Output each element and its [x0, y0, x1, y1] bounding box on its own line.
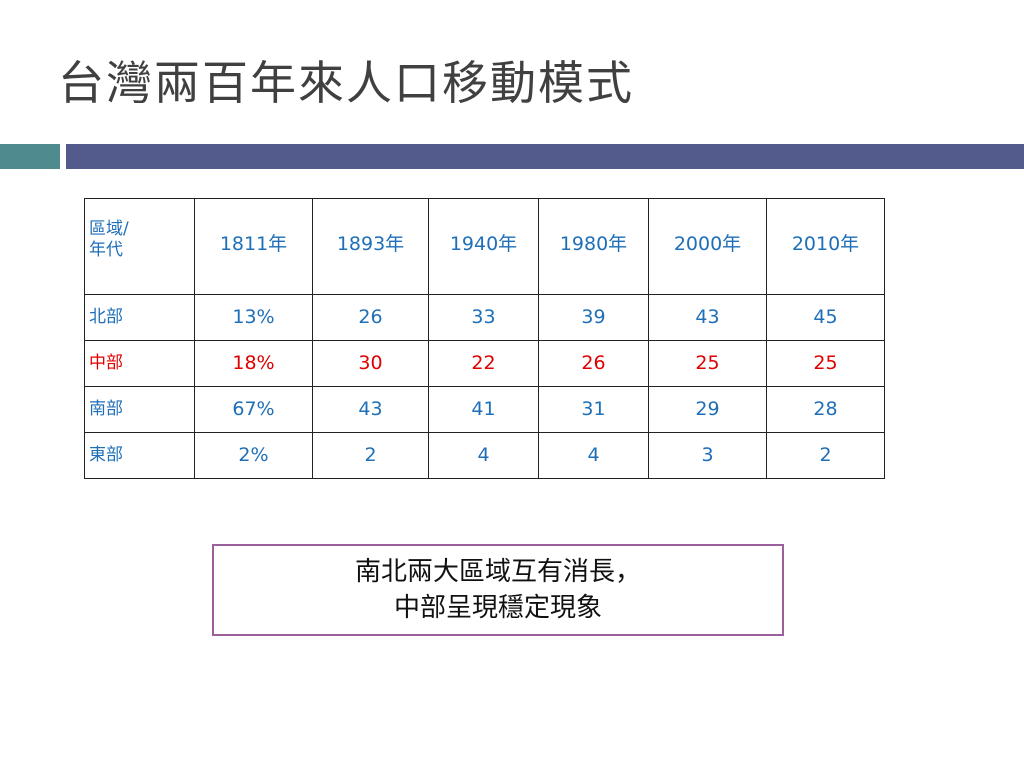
- table-cell: 67%: [194, 386, 313, 433]
- table-cell: 18%: [194, 340, 313, 387]
- region-name-cell: 東部: [84, 432, 195, 479]
- callout-line-2: 中部呈現穩定現象: [393, 593, 602, 623]
- table-cell: 2%: [194, 432, 313, 479]
- table-cell: 13%: [194, 294, 313, 341]
- table-cell: 2: [766, 432, 885, 479]
- table-cell: 45: [766, 294, 885, 341]
- region-name-cell: 中部: [84, 340, 195, 387]
- era-header-label: 年代: [89, 240, 123, 261]
- table-cell: 22: [428, 340, 539, 387]
- table-cell: 26: [312, 294, 429, 341]
- region-name-cell: 南部: [84, 386, 195, 433]
- table-cell: 26: [538, 340, 649, 387]
- year-header: 2010年: [766, 198, 885, 295]
- table-cell: 41: [428, 386, 539, 433]
- year-header: 1811年: [194, 198, 313, 295]
- table-row-south: 南部 67% 43 41 31 29 28: [84, 386, 885, 433]
- summary-callout: 南北兩大區域互有消長， 中部呈現穩定現象: [212, 544, 784, 636]
- title-rule-accent: [0, 144, 60, 169]
- table-cell: 43: [312, 386, 429, 433]
- slide-title: 台灣兩百年來人口移動模式: [58, 56, 634, 110]
- table-cell: 43: [648, 294, 767, 341]
- table-cell: 3: [648, 432, 767, 479]
- year-header: 2000年: [648, 198, 767, 295]
- table-cell: 2: [312, 432, 429, 479]
- region-name-cell: 北部: [84, 294, 195, 341]
- year-header: 1940年: [428, 198, 539, 295]
- table-cell: 30: [312, 340, 429, 387]
- region-header-label: 區域/: [89, 219, 129, 239]
- table-cell: 25: [648, 340, 767, 387]
- year-header: 1980年: [538, 198, 649, 295]
- table-row-central: 中部 18% 30 22 26 25 25: [84, 340, 885, 387]
- title-rule: [66, 144, 1024, 169]
- table-cell: 25: [766, 340, 885, 387]
- table-row-north: 北部 13% 26 33 39 43 45: [84, 294, 885, 341]
- table-cell: 29: [648, 386, 767, 433]
- table-cell: 31: [538, 386, 649, 433]
- callout-line-1: 南北兩大區域互有消長，: [354, 557, 641, 587]
- table-header-row: 區域/ 年代 1811年 1893年 1940年 1980年 2000年 201…: [84, 198, 885, 295]
- year-header: 1893年: [312, 198, 429, 295]
- population-table: 區域/ 年代 1811年 1893年 1940年 1980年 2000年 201…: [84, 198, 885, 479]
- table-cell: 4: [428, 432, 539, 479]
- table-cell: 39: [538, 294, 649, 341]
- table-cell: 4: [538, 432, 649, 479]
- table-row-east: 東部 2% 2 4 4 3 2: [84, 432, 885, 479]
- table-cell: 28: [766, 386, 885, 433]
- table-cell: 33: [428, 294, 539, 341]
- region-era-header: 區域/ 年代: [84, 198, 195, 295]
